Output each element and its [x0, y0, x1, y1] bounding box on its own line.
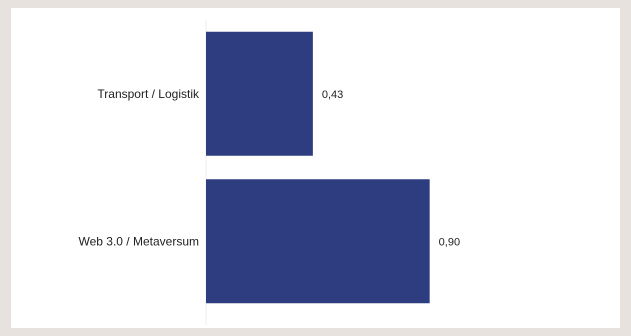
chart-card: Transport / Logistik 0,43 Web 3.0 / Metave…: [11, 8, 620, 328]
category-label-2: Web 3.0 / Metaversum: [79, 234, 200, 248]
bar-group: Transport / Logistik 0,43 Web 3.0 / Metave…: [79, 31, 460, 304]
category-label-1: Transport / Logistik: [97, 87, 200, 101]
bar-2: [206, 179, 430, 304]
bar-chart: Transport / Logistik 0,43 Web 3.0 / Metave…: [79, 20, 460, 325]
bar-1: [206, 31, 313, 156]
value-label-1: 0,43: [322, 89, 343, 101]
value-label-2: 0,90: [439, 236, 460, 248]
